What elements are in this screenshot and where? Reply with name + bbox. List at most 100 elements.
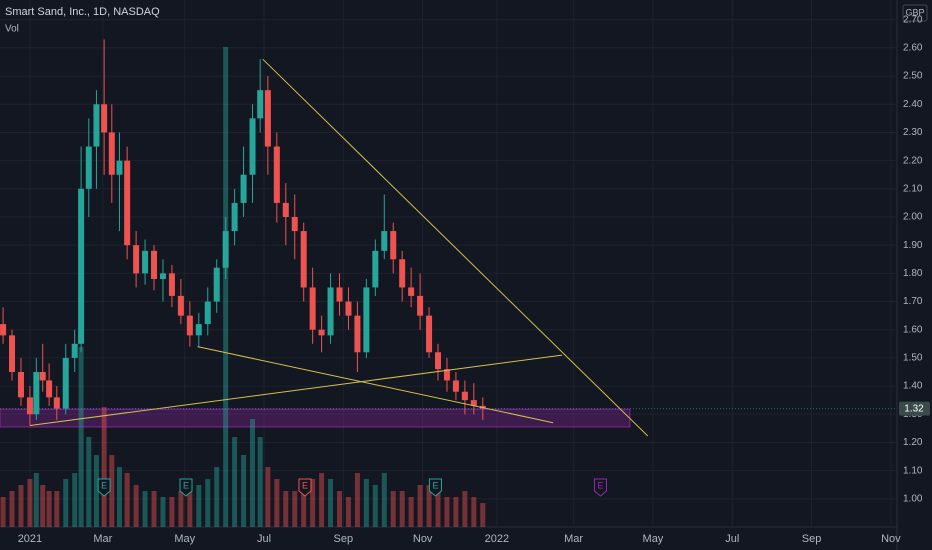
volume-bar <box>301 485 307 527</box>
y-tick-label: 2.30 <box>903 127 923 138</box>
volume-bar <box>93 455 99 527</box>
x-tick-label: Jul <box>725 533 739 545</box>
candle-body <box>71 343 78 358</box>
volume-bar <box>257 437 263 527</box>
candle-body <box>291 217 298 232</box>
y-tick-label: 1.10 <box>903 465 923 476</box>
candle-body <box>177 295 184 316</box>
volume-bar <box>109 455 115 527</box>
candle-body <box>195 324 202 336</box>
candle-body <box>46 380 53 398</box>
volume-bar <box>399 491 405 527</box>
candle-body <box>26 397 33 415</box>
volume-bar <box>46 491 52 527</box>
candle-body <box>85 146 92 189</box>
candle-body <box>336 287 343 302</box>
earnings-marker <box>179 478 193 497</box>
volume-bar <box>116 467 122 527</box>
y-tick-label: 2.50 <box>903 71 923 82</box>
candle-body <box>399 259 406 288</box>
candle-body <box>186 315 193 336</box>
volume-bar <box>101 407 107 527</box>
currency-box[interactable] <box>902 4 928 22</box>
volume-bar <box>27 479 33 527</box>
candle-body <box>345 301 352 316</box>
trendline <box>262 58 649 437</box>
volume-bar <box>471 497 477 527</box>
volume-bar <box>462 491 468 527</box>
candle-body <box>282 202 289 217</box>
volume-bar <box>319 473 325 527</box>
candle-body <box>426 315 433 353</box>
volume-bar <box>345 497 351 527</box>
volume-bar <box>151 491 157 527</box>
earnings-marker <box>593 478 607 497</box>
grid <box>0 0 897 527</box>
candle-body <box>168 273 175 296</box>
volume-label: Vol <box>5 24 19 35</box>
volume-bar <box>250 419 256 527</box>
volume-bar <box>417 485 423 527</box>
candle-body <box>142 250 149 274</box>
x-tick-label: May <box>643 533 664 545</box>
volume-bar <box>408 497 414 527</box>
y-tick-label: 1.70 <box>903 296 923 307</box>
candle-body <box>417 295 424 316</box>
volume-bar <box>354 473 360 527</box>
candle-body <box>452 380 459 392</box>
candle-body <box>53 397 60 409</box>
y-tick-label: 2.20 <box>903 155 923 166</box>
candle-body <box>116 160 123 175</box>
volume-bar <box>435 491 441 527</box>
x-tick-label: Mar <box>93 533 112 545</box>
volume-bar <box>444 497 450 527</box>
trendline <box>197 346 554 424</box>
y-tick-label: 1.50 <box>903 353 923 364</box>
currency: GBP <box>905 7 924 17</box>
candle-body <box>461 391 468 401</box>
x-tick-label: 2022 <box>485 533 509 545</box>
volume-bar <box>0 497 6 527</box>
earnings-marker <box>97 478 111 497</box>
candle-body <box>264 90 271 147</box>
volume-bar <box>453 497 459 527</box>
candle-body <box>101 104 108 133</box>
candle-body <box>9 335 16 372</box>
candle-body <box>318 329 325 336</box>
volume-bar <box>196 485 202 527</box>
y-tick-label: 1.40 <box>903 381 923 392</box>
volume-bar <box>187 491 193 527</box>
volume-bar <box>78 347 84 527</box>
y-tick-label: 2.60 <box>903 43 923 54</box>
candle-body <box>204 301 211 325</box>
candle-body <box>0 324 7 336</box>
candle-body <box>78 188 85 344</box>
x-tick-label: Sep <box>802 533 822 545</box>
candle-body <box>309 287 316 330</box>
volume-bar <box>54 491 60 527</box>
candle-body <box>470 400 477 406</box>
candle-body <box>39 372 46 381</box>
earnings-marker <box>298 478 312 497</box>
volume-bar <box>40 485 46 527</box>
y-tick-label: 1.60 <box>903 324 923 335</box>
y-tick-label: 2.40 <box>903 99 923 110</box>
earnings-label: E <box>432 480 438 490</box>
candle-body <box>354 315 361 353</box>
x-tick-label: Mar <box>564 533 583 545</box>
volume-bar <box>363 479 369 527</box>
volume-bar <box>292 491 298 527</box>
volume-bar <box>372 485 378 527</box>
volume-bar <box>72 473 78 527</box>
last-price-label: 1.32 <box>904 403 924 414</box>
x-tick-label: Nov <box>881 533 901 545</box>
x-tick-label: Nov <box>413 533 433 545</box>
volume-bar <box>390 491 396 527</box>
candle-body <box>159 273 166 279</box>
candle-body <box>240 174 247 203</box>
volume-bar <box>337 491 343 527</box>
candle-body <box>124 160 131 246</box>
y-tick-label: 1.00 <box>903 493 923 504</box>
volume-bar <box>223 47 229 527</box>
